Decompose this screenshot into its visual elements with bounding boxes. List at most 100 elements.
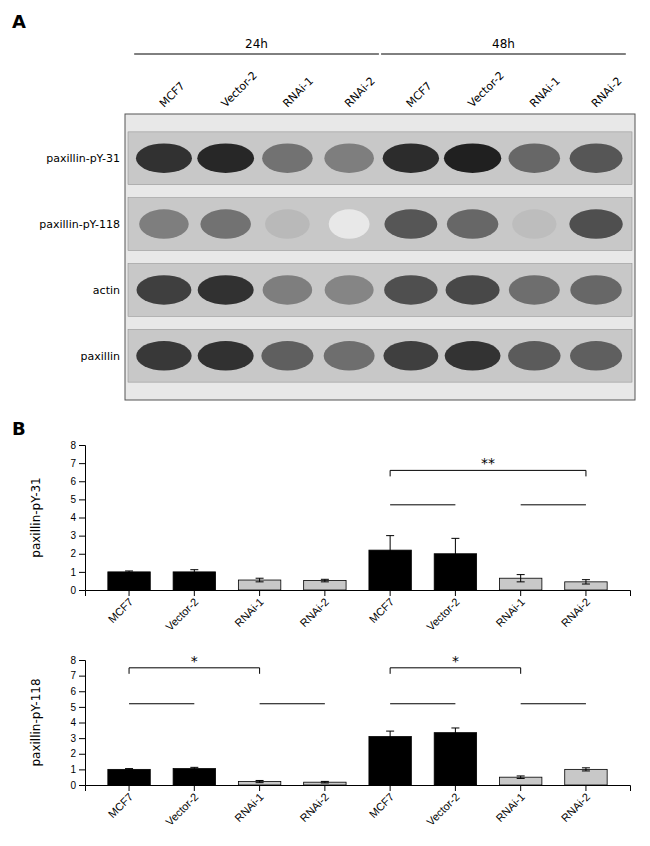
y-tick: 5 [70, 702, 85, 713]
tick-mark [79, 723, 85, 724]
y-tick: 0 [70, 780, 85, 791]
band [137, 275, 192, 305]
reference-segment [390, 703, 455, 704]
tick-label: RNAi-2 [298, 596, 332, 630]
tick-label: 6 [70, 686, 76, 697]
tick-mark [79, 445, 85, 446]
band [508, 341, 561, 371]
band [136, 341, 191, 371]
error-cap [451, 569, 459, 570]
tick-mark [194, 785, 195, 791]
tick-label: Vector-2 [163, 791, 200, 828]
y-tick: 6 [70, 476, 85, 487]
x-tick: Vector-2 [424, 590, 461, 633]
x-tick: RNAi-2 [559, 785, 593, 824]
error-cap [386, 742, 394, 743]
y-tick: 5 [70, 494, 85, 505]
band [570, 275, 622, 305]
error-cap [190, 767, 198, 768]
error-bar [386, 536, 394, 565]
figure: Apaxillin-pY-31paxillin-pY-118actinpaxil… [0, 0, 650, 846]
error-stem [390, 536, 391, 565]
y-tick: 7 [70, 458, 85, 469]
error-stem [390, 731, 391, 742]
tick-label: RNAi-1 [232, 791, 266, 825]
reference-segment [521, 504, 586, 505]
error-bar [386, 731, 394, 742]
tick-mark [79, 707, 85, 708]
error-bar [125, 571, 133, 573]
tick-mark [390, 590, 391, 596]
band [136, 143, 192, 173]
tick-label: RNAi-2 [298, 791, 332, 825]
plot-area [108, 536, 607, 590]
column-label: RNAi-2 [589, 74, 625, 110]
blot-row [128, 132, 632, 185]
blot-row [128, 198, 632, 251]
time-bracket [381, 54, 626, 55]
tick-label: RNAi-2 [559, 596, 593, 630]
x-tick: RNAi-1 [232, 785, 266, 824]
error-stem [194, 570, 195, 574]
band [198, 341, 254, 371]
band [383, 341, 438, 371]
tick-mark [79, 738, 85, 739]
tick-label: 5 [70, 702, 76, 713]
bar [108, 769, 150, 785]
tick-label: 4 [70, 512, 76, 523]
y-tick: 1 [70, 764, 85, 775]
x-tick: MCF7 [367, 785, 397, 820]
error-cap [582, 584, 590, 585]
error-bar [517, 575, 525, 582]
tick-label: MCF7 [367, 596, 397, 626]
y-tick: 8 [70, 440, 85, 451]
error-cap [517, 778, 525, 779]
error-cap [256, 578, 264, 579]
band [265, 209, 310, 239]
error-cap [451, 727, 459, 728]
row-label: paxillin [81, 350, 120, 363]
error-bar [256, 578, 264, 582]
reference-segment [390, 504, 455, 505]
error-cap [321, 781, 329, 782]
error-cap [451, 737, 459, 738]
y-axis: 0 1 2 3 4 5 6 7 8 [70, 440, 85, 596]
annotations: ** [390, 455, 586, 504]
tick-label: MCF7 [106, 596, 136, 626]
x-tick: RNAi-2 [298, 590, 332, 629]
x-tick: RNAi-1 [493, 785, 527, 824]
error-cap [125, 768, 133, 769]
tick-mark [324, 785, 325, 791]
reference-segment [129, 703, 194, 704]
blot-row [128, 329, 632, 382]
error-cap [386, 731, 394, 732]
bar [304, 581, 346, 590]
tick-label: 0 [70, 780, 76, 791]
y-tick: 7 [70, 670, 85, 681]
tick-label: MCF7 [106, 791, 136, 821]
error-stem [455, 538, 456, 569]
x-axis: MCF7 Vector-2 RNAi-1 RNAi-2 MCF7 Vector-2 RNAi… [86, 785, 631, 828]
error-stem [259, 578, 260, 582]
x-tick: RNAi-2 [559, 590, 593, 629]
bar [304, 782, 346, 785]
band [446, 275, 500, 305]
tick-label: 1 [70, 567, 76, 578]
axis-line [79, 446, 86, 591]
bar [238, 580, 280, 590]
column-label: Vector-2 [466, 69, 507, 110]
tick-mark [129, 785, 130, 791]
tick-label: 7 [70, 458, 76, 469]
y-tick: 0 [70, 585, 85, 596]
band [324, 341, 375, 371]
x-tick: Vector-2 [424, 785, 461, 828]
tick-mark [194, 590, 195, 596]
bar-panel: B012345678MCF7Vector-2RNAi-1RNAi-2MCF7Ve… [12, 418, 631, 633]
error-bar [190, 570, 198, 574]
error-stem [455, 728, 456, 737]
error-cap [321, 581, 329, 582]
band [200, 209, 251, 239]
y-tick: 3 [70, 530, 85, 541]
band [570, 341, 622, 371]
y-tick: 2 [70, 548, 85, 559]
